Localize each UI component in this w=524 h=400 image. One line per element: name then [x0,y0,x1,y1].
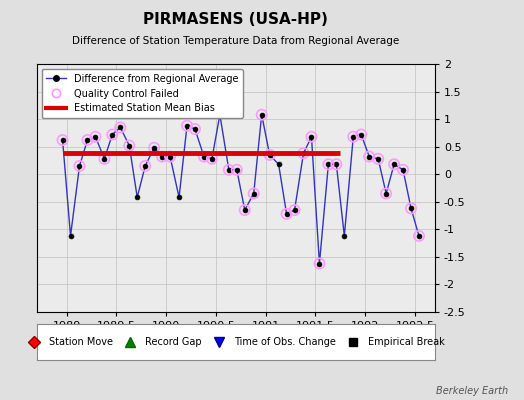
Point [208,156,216,162]
Point [307,134,315,140]
Point [266,152,274,158]
Point [91,134,100,140]
Point [299,150,308,156]
Point [290,207,299,213]
Point [150,144,158,151]
Point [374,156,383,162]
Legend: Station Move, Record Gap, Time of Obs. Change, Empirical Break: Station Move, Record Gap, Time of Obs. C… [23,333,449,351]
Text: Berkeley Earth: Berkeley Earth [436,386,508,396]
Point [415,233,423,239]
Point [382,190,390,197]
Point [233,167,241,173]
Point [257,112,266,118]
Point [108,131,116,138]
Point [249,190,258,197]
Point [349,134,357,140]
Point [116,124,125,130]
Point [407,205,415,212]
Point [183,122,191,129]
Point [58,137,67,143]
Point [315,260,324,267]
Text: Difference of Station Temperature Data from Regional Average: Difference of Station Temperature Data f… [72,36,399,46]
Point [75,163,84,169]
Point [83,137,92,143]
Point [141,163,149,169]
Point [191,126,199,132]
Point [282,211,291,217]
Point [357,131,365,138]
Point [125,142,134,149]
Text: PIRMASENS (USA-HP): PIRMASENS (USA-HP) [144,12,328,27]
Point [166,153,174,160]
Point [332,161,341,168]
Point [324,161,333,168]
Point [365,153,374,160]
Point [390,161,398,168]
Point [158,153,166,160]
Point [100,156,108,162]
Legend: Difference from Regional Average, Quality Control Failed, Estimated Station Mean: Difference from Regional Average, Qualit… [41,69,243,118]
Point [399,167,407,173]
Point [225,167,233,173]
Point [200,153,208,160]
Point [241,207,249,213]
